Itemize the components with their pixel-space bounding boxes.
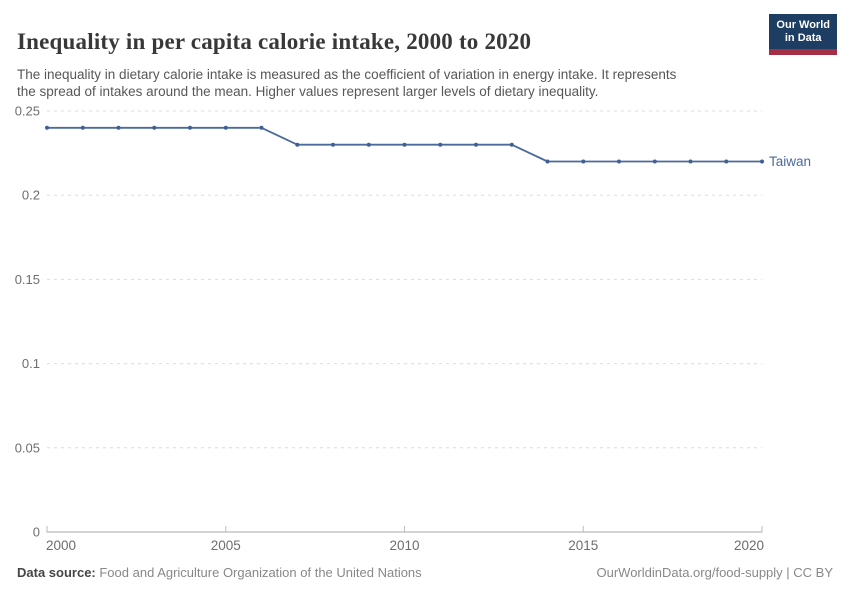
- data-point[interactable]: [474, 142, 478, 147]
- data-point[interactable]: [438, 142, 443, 147]
- data-point[interactable]: [366, 142, 371, 147]
- y-tick-label: 0.05: [15, 440, 40, 455]
- data-point[interactable]: [116, 125, 121, 130]
- data-point[interactable]: [688, 159, 693, 164]
- data-point[interactable]: [760, 159, 764, 164]
- data-point[interactable]: [295, 142, 300, 147]
- data-point[interactable]: [152, 125, 157, 130]
- data-point[interactable]: [223, 125, 228, 130]
- x-tick-label: 2010: [389, 538, 419, 553]
- data-point[interactable]: [581, 159, 586, 164]
- data-point[interactable]: [402, 142, 407, 147]
- data-source: Data source: Food and Agriculture Organi…: [17, 564, 422, 582]
- data-point[interactable]: [545, 159, 550, 164]
- data-point[interactable]: [652, 159, 657, 164]
- subtitle-line2: the spread of intakes around the mean. H…: [17, 84, 599, 99]
- data-source-label: Data source:: [17, 565, 96, 580]
- data-source-value: Food and Agriculture Organization of the…: [95, 565, 422, 580]
- data-point[interactable]: [80, 125, 85, 130]
- owid-logo[interactable]: Our World in Data: [769, 14, 837, 55]
- chart-subtitle: The inequality in dietary calorie intake…: [17, 66, 797, 101]
- owid-logo-line2: in Data: [784, 32, 822, 44]
- x-tick-label: 2000: [46, 538, 76, 553]
- y-tick-label: 0.1: [22, 356, 40, 371]
- series-end-label[interactable]: Taiwan: [769, 154, 811, 169]
- data-point[interactable]: [188, 125, 192, 130]
- data-point[interactable]: [331, 142, 335, 147]
- data-point[interactable]: [259, 125, 264, 130]
- owid-link[interactable]: OurWorldinData.org/food-supply | CC BY: [596, 565, 833, 580]
- data-point[interactable]: [724, 159, 729, 164]
- chart-footer: Data source: Food and Agriculture Organi…: [17, 564, 833, 582]
- y-tick-label: 0.25: [15, 104, 40, 119]
- x-tick-label: 2005: [211, 538, 241, 553]
- y-tick-label: 0: [33, 525, 40, 540]
- subtitle-line1: The inequality in dietary calorie intake…: [17, 66, 677, 82]
- data-point[interactable]: [45, 125, 49, 130]
- chart-title: Inequality in per capita calorie intake,…: [17, 29, 532, 55]
- x-tick-label: 2020: [734, 538, 764, 553]
- y-tick-label: 0.2: [22, 188, 40, 203]
- owid-logo-line1: Our World: [776, 19, 830, 31]
- x-tick-label: 2015: [568, 538, 598, 553]
- data-point[interactable]: [509, 142, 514, 147]
- data-point[interactable]: [617, 159, 621, 164]
- y-tick-label: 0.15: [15, 272, 40, 287]
